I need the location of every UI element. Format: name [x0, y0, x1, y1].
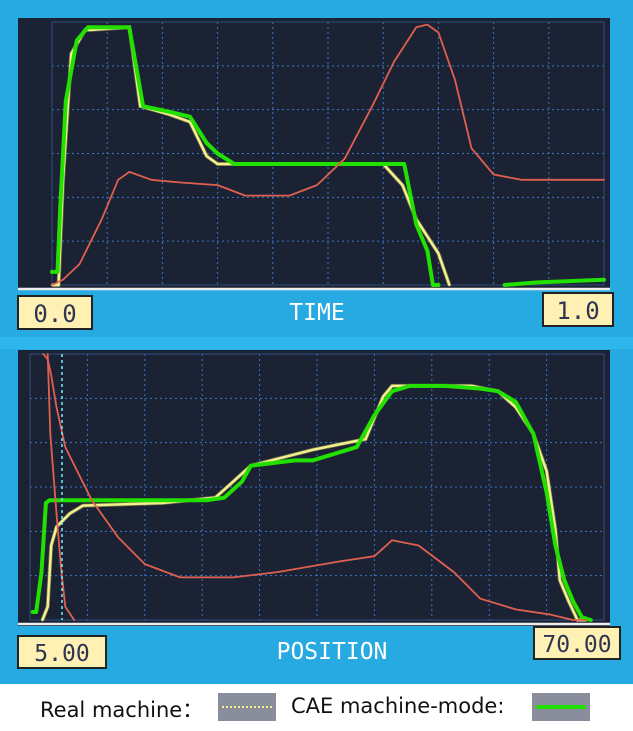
position-start-box: 5.00 [17, 635, 107, 669]
plot-frame [51, 21, 605, 286]
position-end-box: 70.00 [533, 626, 621, 660]
legend-cae-swatch [532, 693, 590, 721]
plot-frame [29, 353, 605, 621]
plot-area-time [50, 21, 606, 287]
time-end-label: 1.0 [556, 297, 599, 325]
plot-area-position [29, 353, 605, 622]
oscilloscope-figure: 0.0 TIME 1.0 5.00 POSITION 70.00 [0, 0, 633, 684]
red-trace-line [51, 23, 605, 286]
position-axis-title: POSITION [277, 639, 388, 665]
time-axis-title: TIME [289, 300, 344, 326]
position-end-label: 70.00 [542, 632, 611, 658]
red-trace-line [42, 353, 588, 621]
screen-bottom [18, 350, 610, 626]
cae-series-line [50, 25, 441, 287]
legend-cae-label: CAE machine-mode: [291, 694, 505, 718]
time-start-label: 0.0 [33, 300, 76, 328]
legend-real-swatch [218, 693, 276, 721]
time-start-box: 0.0 [17, 295, 93, 330]
cae-series-line [502, 277, 606, 287]
position-start-label: 5.00 [34, 641, 89, 667]
legend: Real machine： CAE machine-mode: [0, 684, 633, 731]
time-end-box: 1.0 [542, 292, 614, 327]
cae-series-line [30, 383, 593, 622]
legend-real-label: Real machine： [40, 698, 204, 722]
red-trace-line [46, 353, 76, 621]
separator-band [0, 337, 633, 349]
